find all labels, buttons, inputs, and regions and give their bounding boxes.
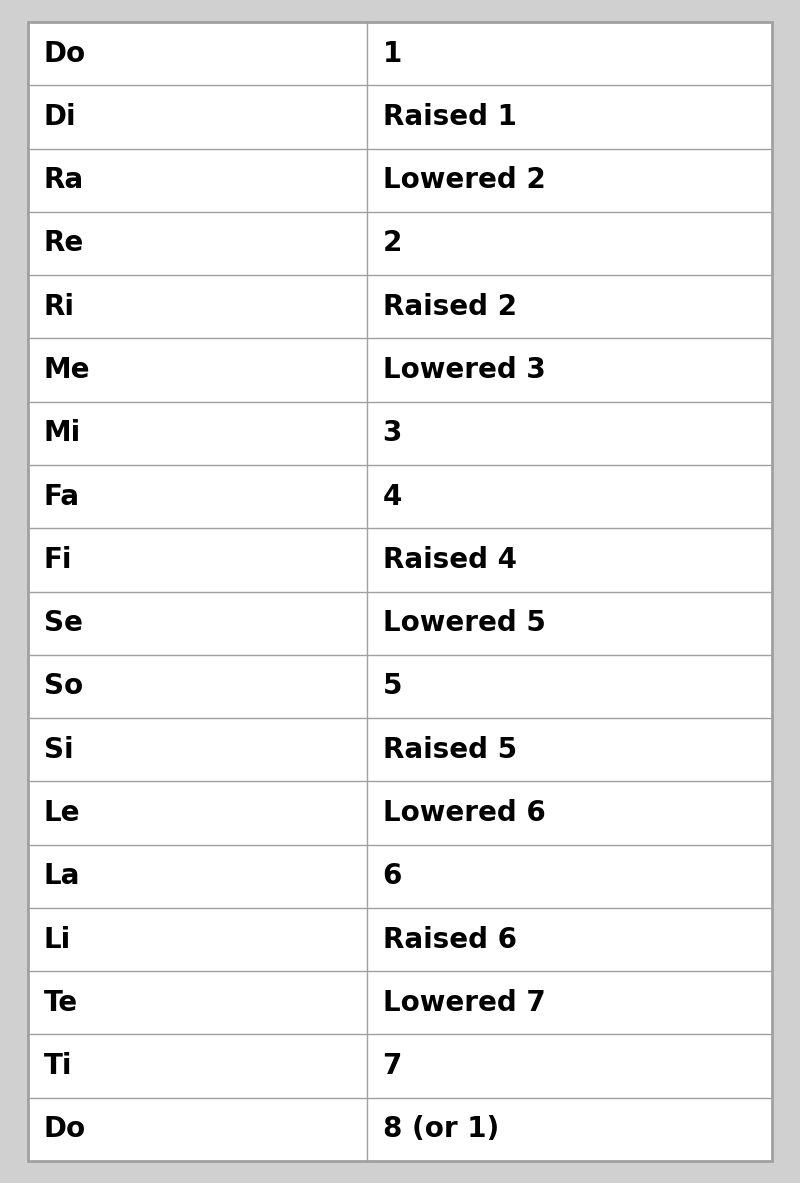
- Text: Si: Si: [44, 736, 74, 764]
- Text: Ri: Ri: [44, 292, 75, 321]
- Text: Te: Te: [44, 989, 78, 1017]
- Text: 1: 1: [382, 40, 402, 67]
- Text: Lowered 3: Lowered 3: [382, 356, 546, 384]
- Text: Ti: Ti: [44, 1052, 73, 1080]
- Text: Ra: Ra: [44, 166, 84, 194]
- Text: Raised 2: Raised 2: [382, 292, 517, 321]
- Text: 7: 7: [382, 1052, 402, 1080]
- Text: 4: 4: [382, 483, 402, 511]
- Text: Me: Me: [44, 356, 90, 384]
- Text: Raised 5: Raised 5: [382, 736, 517, 764]
- Text: 3: 3: [382, 419, 402, 447]
- Text: Lowered 2: Lowered 2: [382, 166, 546, 194]
- Text: Li: Li: [44, 925, 71, 953]
- Text: 5: 5: [382, 672, 402, 700]
- Text: Fa: Fa: [44, 483, 80, 511]
- Text: La: La: [44, 862, 80, 891]
- Text: 8 (or 1): 8 (or 1): [382, 1116, 498, 1143]
- Text: 2: 2: [382, 230, 402, 258]
- Text: So: So: [44, 672, 83, 700]
- Text: Do: Do: [44, 40, 86, 67]
- Text: Re: Re: [44, 230, 84, 258]
- Text: Do: Do: [44, 1116, 86, 1143]
- Text: Di: Di: [44, 103, 77, 131]
- Text: Le: Le: [44, 799, 81, 827]
- Text: Lowered 7: Lowered 7: [382, 989, 546, 1017]
- Text: Se: Se: [44, 609, 83, 638]
- Text: Mi: Mi: [44, 419, 82, 447]
- Text: Fi: Fi: [44, 545, 73, 574]
- Text: Lowered 5: Lowered 5: [382, 609, 546, 638]
- Text: Raised 1: Raised 1: [382, 103, 516, 131]
- Text: Raised 4: Raised 4: [382, 545, 517, 574]
- Text: 6: 6: [382, 862, 402, 891]
- Text: Raised 6: Raised 6: [382, 925, 517, 953]
- Text: Lowered 6: Lowered 6: [382, 799, 546, 827]
